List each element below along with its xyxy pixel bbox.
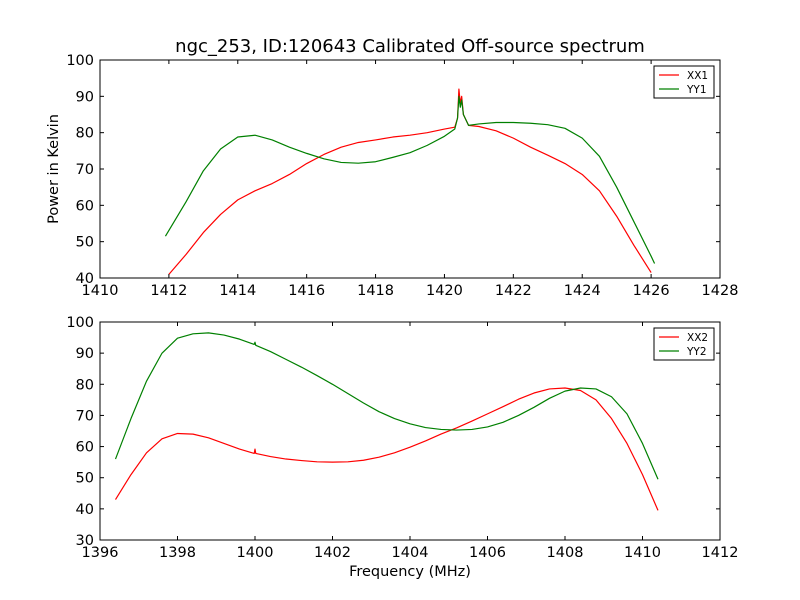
top-series-yy1-line <box>164 95 656 264</box>
bottom-panel: 1396 1398 1400 1402 1404 1406 1408 1410 1412 30 40… <box>66 315 738 561</box>
bottom-x-tick-label: 1400 <box>237 545 274 561</box>
panels: 1410 1412 1414 1416 1418 1420 1422 1424 1426 1428… <box>66 53 738 561</box>
chart-title: ngc_253, ID:120643 Calibrated Off-source… <box>175 36 645 57</box>
top-y-axis-label: Power in Kelvin <box>46 114 62 224</box>
top-x-tick-label: 1412 <box>150 283 187 299</box>
top-x-tick-label: 1426 <box>633 283 670 299</box>
bottom-y-tick-label: 40 <box>76 502 94 518</box>
bottom-x-tick-label: 1410 <box>624 545 661 561</box>
bottom-series-yy2-line <box>114 332 659 480</box>
bottom-y-tick-label: 50 <box>76 471 94 487</box>
top-y-tick-label: 40 <box>76 271 94 287</box>
top-legend-box <box>653 65 715 99</box>
top-x-tick-label: 1414 <box>219 283 256 299</box>
top-x-tick-label: 1422 <box>495 283 532 299</box>
top-y-tick-label: 50 <box>76 235 94 251</box>
top-x-tick-label: 1410 <box>82 283 119 299</box>
top-panel: 1410 1412 1414 1416 1418 1420 1422 1424 1426 1428… <box>66 53 738 299</box>
bottom-series-xx2-line <box>114 387 659 511</box>
bottom-x-tick-label: 1408 <box>547 545 584 561</box>
bottom-y-tick-label: 70 <box>76 408 94 424</box>
bottom-x-tick-label: 1402 <box>314 545 351 561</box>
top-x-tick-label: 1424 <box>564 283 601 299</box>
top-y-tick-label: 70 <box>76 162 94 178</box>
top-x-tick-label: 1428 <box>702 283 739 299</box>
top-y-tick-label: 60 <box>76 198 94 214</box>
bottom-x-tick-label: 1396 <box>82 545 119 561</box>
bottom-legend-label-xx2: XX2 <box>687 332 708 344</box>
bottom-y-tick-label: 30 <box>76 533 94 549</box>
top-legend-label-xx1: XX1 <box>687 70 708 82</box>
bottom-x-tick-label: 1404 <box>392 545 429 561</box>
bottom-legend-box <box>653 327 715 361</box>
bottom-x-tick-label: 1406 <box>469 545 506 561</box>
bottom-legend-label-yy2: YY2 <box>686 346 707 358</box>
bottom-y-tick-label: 80 <box>76 377 94 393</box>
top-y-tick-label: 100 <box>66 53 94 69</box>
bottom-y-tick-label: 90 <box>76 346 94 362</box>
bottom-x-axis-label: Frequency (MHz) <box>349 564 471 580</box>
bottom-x-tick-label: 1398 <box>159 545 196 561</box>
top-x-tick-label: 1416 <box>288 283 325 299</box>
top-legend-label-yy1: YY1 <box>686 84 707 96</box>
bottom-x-tick-label: 1412 <box>702 545 739 561</box>
top-x-tick-label: 1420 <box>426 283 463 299</box>
top-x-tick-label: 1418 <box>357 283 394 299</box>
top-y-tick-label: 80 <box>76 126 94 142</box>
bottom-y-tick-label: 60 <box>76 440 94 456</box>
top-y-tick-label: 90 <box>76 89 94 105</box>
bottom-y-tick-label: 100 <box>66 315 94 331</box>
